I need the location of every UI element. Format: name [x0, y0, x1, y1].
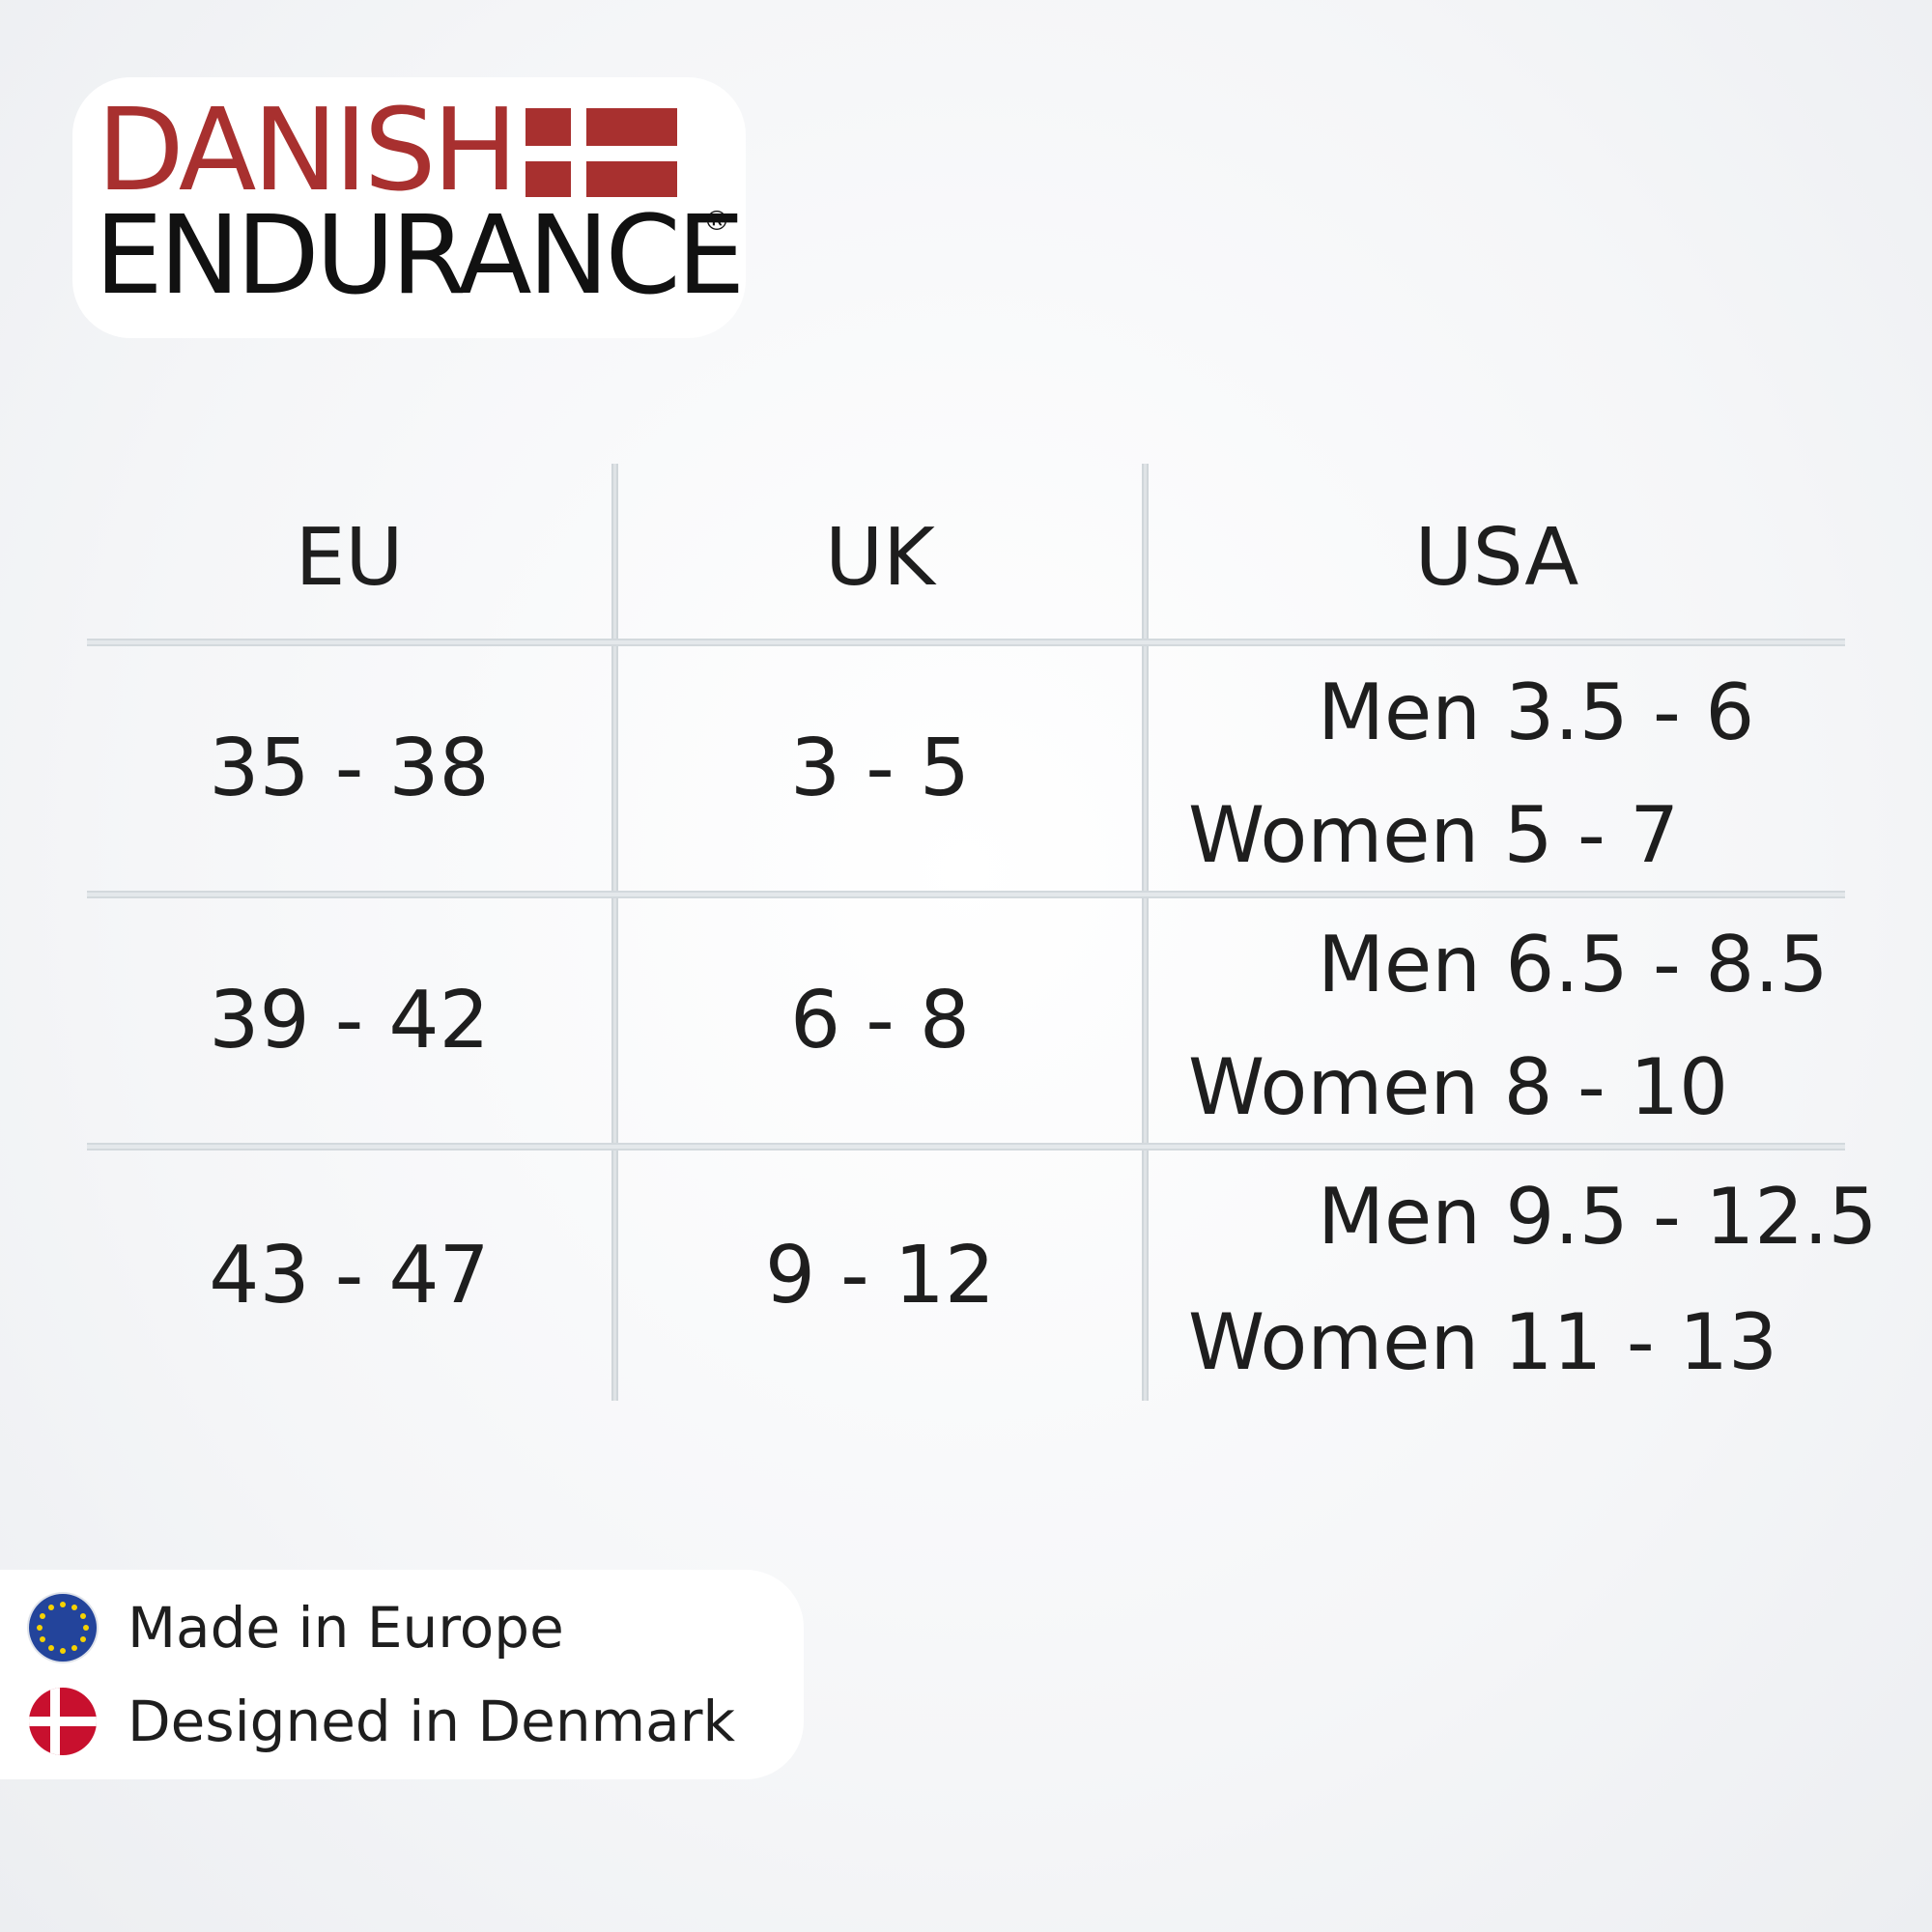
eu-star-icon	[40, 1613, 46, 1619]
logo-danish-text: DANISH	[97, 83, 518, 216]
header-uk: UK	[825, 512, 935, 604]
eu-star-icon	[83, 1625, 89, 1631]
eu-star-icon	[48, 1644, 54, 1651]
table-divider-horizontal	[87, 1143, 1845, 1151]
usa-women-size: Women 11 - 13	[1188, 1297, 1777, 1387]
uk-size-cell: 9 - 12	[764, 1230, 996, 1321]
table-divider-vertical	[1142, 464, 1149, 1401]
origin-badges: Made in Europe Designed in Denmark	[0, 1570, 804, 1779]
table-divider-horizontal	[87, 891, 1845, 898]
eu-star-icon	[79, 1613, 86, 1619]
header-eu: EU	[295, 512, 404, 604]
eu-star-icon	[60, 1648, 66, 1654]
usa-women-size: Women 8 - 10	[1188, 1042, 1729, 1132]
usa-women-size: Women 5 - 7	[1188, 790, 1680, 880]
designed-in-denmark-text: Designed in Denmark	[128, 1689, 736, 1754]
eu-star-icon	[71, 1644, 77, 1651]
usa-men-size: Men 3.5 - 6	[1318, 668, 1755, 757]
made-in-europe-badge: Made in Europe	[29, 1594, 564, 1662]
made-in-europe-text: Made in Europe	[128, 1595, 564, 1661]
brand-logo: DANISH ENDURANCE ®	[72, 77, 746, 338]
logo-endurance-text: ENDURANCE	[95, 193, 745, 319]
eu-flag-icon	[29, 1594, 97, 1662]
designed-in-denmark-badge: Designed in Denmark	[29, 1688, 735, 1755]
table-divider-vertical	[611, 464, 618, 1401]
registered-mark: ®	[703, 205, 730, 237]
header-usa: USA	[1414, 512, 1579, 604]
eu-star-icon	[40, 1636, 46, 1642]
eu-star-icon	[71, 1605, 77, 1611]
eu-star-icon	[37, 1625, 43, 1631]
usa-men-size: Men 6.5 - 8.5	[1318, 920, 1829, 1009]
uk-size-cell: 6 - 8	[789, 975, 971, 1066]
denmark-flag-icon	[29, 1688, 97, 1755]
usa-men-size: Men 9.5 - 12.5	[1318, 1172, 1878, 1262]
eu-star-icon	[79, 1636, 86, 1642]
logo-top-line: DANISH	[97, 83, 678, 216]
eu-star-icon	[60, 1602, 66, 1607]
eu-star-icon	[48, 1605, 54, 1611]
eu-size-cell: 39 - 42	[209, 975, 490, 1066]
danish-flag-icon	[526, 108, 678, 197]
uk-size-cell: 3 - 5	[789, 723, 971, 814]
eu-size-cell: 43 - 47	[209, 1230, 490, 1321]
table-divider-horizontal	[87, 639, 1845, 646]
eu-size-cell: 35 - 38	[209, 723, 490, 814]
